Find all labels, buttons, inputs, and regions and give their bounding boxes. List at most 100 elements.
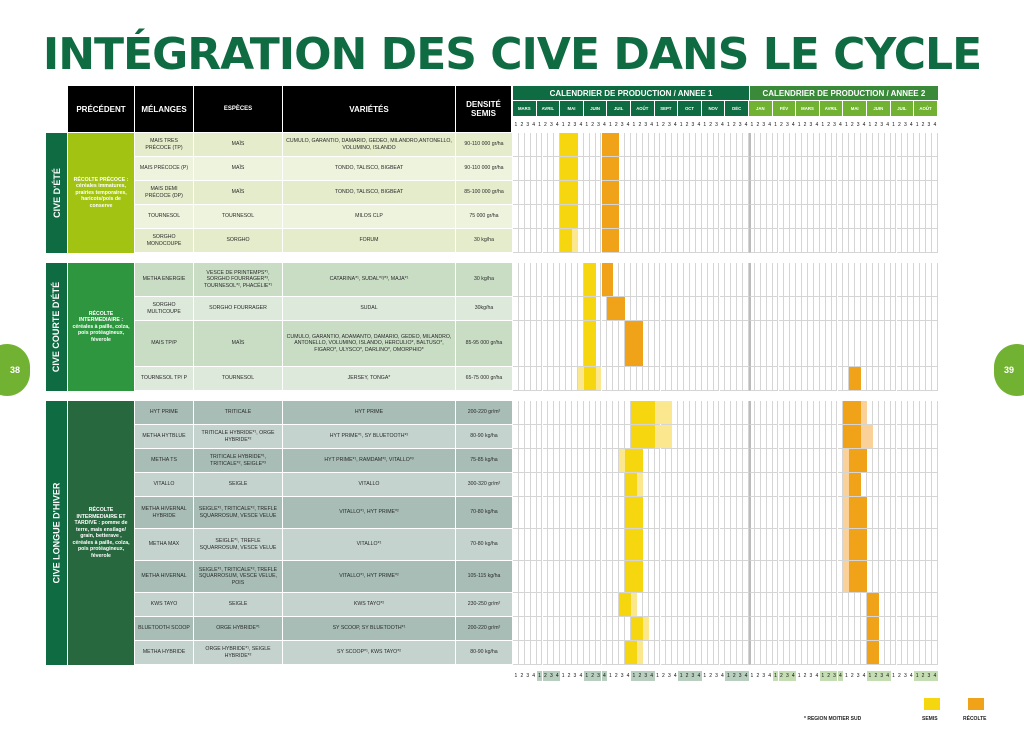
calendar-cell: [802, 497, 808, 529]
calendar-cell: [513, 641, 519, 665]
recolte-bar: [601, 181, 620, 204]
week-label: 2: [732, 122, 736, 128]
week-label: 1: [821, 122, 825, 128]
week-label: 3: [880, 122, 884, 128]
week-label: 2: [921, 122, 925, 128]
calendar-cell: [518, 641, 525, 665]
calendar-cell: [861, 321, 867, 367]
calendar-cell: [542, 497, 549, 529]
calendar-cell: [896, 497, 903, 529]
espece-cell: SEIGLE: [194, 473, 283, 497]
varietes-cell: HYT PRIME: [283, 401, 456, 425]
week-label: 4: [884, 671, 891, 681]
calendar-cell: [631, 133, 637, 157]
varietes-cell: CUMULO, GARANTIO, ADAMANTO, DAMARIO, GED…: [283, 321, 456, 367]
calendar-cell: [613, 401, 620, 425]
header-especes: ESPÈCES: [194, 86, 282, 132]
calendar-cell: [920, 297, 926, 321]
calendar-cell: [914, 425, 921, 449]
calendar-cell: [560, 297, 567, 321]
calendar-cell: [784, 593, 791, 617]
melange-cell: MAIS PRÉCOCE (P): [135, 157, 194, 181]
calendar-cell: [672, 497, 679, 529]
calendar-cell: [754, 263, 761, 297]
calendar-cell: [666, 449, 673, 473]
recolte-bar: [867, 617, 879, 640]
calendar-cell: [737, 297, 744, 321]
varietes-cell: TONDO, TALISCO, BIGBEAT: [283, 157, 456, 181]
calendar-cell: [737, 641, 744, 665]
calendar-cell: [819, 529, 826, 561]
calendar-cell: [684, 205, 690, 229]
calendar-cell: [813, 529, 820, 561]
calendar-cell: [607, 593, 614, 617]
calendar-cell: [607, 473, 614, 497]
calendar-cell: [890, 401, 897, 425]
table-row: BLUETOOTH SCOOP ORGE HYBRIDE*¹ SY SCOOP, S…: [135, 617, 938, 641]
calendar-cell: [743, 181, 749, 205]
calendar-cell: [583, 561, 590, 593]
calendar-cell: [707, 529, 714, 561]
calendar-cell: [684, 157, 690, 181]
calendar-cell: [914, 297, 921, 321]
semis-bar: [560, 133, 578, 156]
calendar-cell: [713, 497, 720, 529]
section-label: CIVE COURTE D'ÉTÉ: [46, 263, 67, 391]
calendar-cell: [642, 473, 649, 497]
calendar-cell: [760, 401, 767, 425]
calendar-cell: [760, 321, 767, 367]
calendar-cell: [672, 321, 679, 367]
calendar-cell: [560, 367, 567, 391]
calendar-cell: [931, 205, 938, 229]
calendar-cell: [566, 473, 572, 497]
calendar-cell: [867, 473, 873, 497]
calendar-cell: [796, 157, 803, 181]
calendar-cell: [524, 401, 531, 425]
calendar-cell: [819, 181, 826, 205]
calendar-cell: [819, 157, 826, 181]
espece-cell: SEIGLE: [194, 593, 283, 617]
week-label: 3: [573, 122, 577, 128]
calendar-cell: [896, 401, 903, 425]
calendar-cell: [896, 157, 903, 181]
calendar-cell: [595, 473, 602, 497]
calendar-cell: [654, 297, 661, 321]
table-row: SORGHO MULTICOUPE SORGHO FOURRAGER SUDAL 30…: [135, 297, 938, 321]
calendar-cell: [743, 497, 749, 529]
calendar-cell: [725, 157, 732, 181]
semis-bar: [625, 473, 637, 496]
calendar-cell: [884, 321, 891, 367]
table-row: METHA HYBRIDE ORGE HYBRIDE*¹, SEIGLE HYBR…: [135, 641, 938, 665]
calendar-cell: [790, 367, 797, 391]
calendar-cell: [583, 205, 590, 229]
week-label: 1: [750, 673, 754, 679]
page-number-right: 39: [994, 344, 1024, 396]
calendar-cell: [536, 401, 543, 425]
calendar-cell: [737, 367, 744, 391]
calendar-cell: [513, 297, 519, 321]
calendar-cell: [890, 561, 897, 593]
semis-bar: [631, 617, 643, 640]
calendar-cell: [648, 181, 655, 205]
week-label: 3: [785, 122, 789, 128]
table-row: TOURNESOL TOURNESOL MILOS CLP 75 000 gr/ha: [135, 205, 938, 229]
calendar-cell: [660, 205, 667, 229]
calendar-cell: [613, 473, 620, 497]
calendar-cell: [707, 367, 714, 391]
calendar-cell: [766, 473, 773, 497]
week-label: 3: [526, 673, 530, 679]
week-label: 2: [803, 122, 807, 128]
calendar-cell: [566, 263, 572, 297]
calendar-cell: [731, 561, 738, 593]
calendar-cell: [754, 181, 761, 205]
calendar-cell: [749, 367, 755, 391]
month-header: MAI: [843, 101, 866, 116]
calendar-cell: [577, 449, 584, 473]
calendar-cell: [808, 321, 814, 367]
calendar-cell: [914, 321, 921, 367]
densite-cell: 200-220 gr/m²: [456, 617, 513, 641]
recolte-bar: [625, 321, 643, 366]
calendar-cell: [536, 641, 543, 665]
calendar-cell: [660, 367, 667, 391]
calendar-cell: [613, 529, 620, 561]
